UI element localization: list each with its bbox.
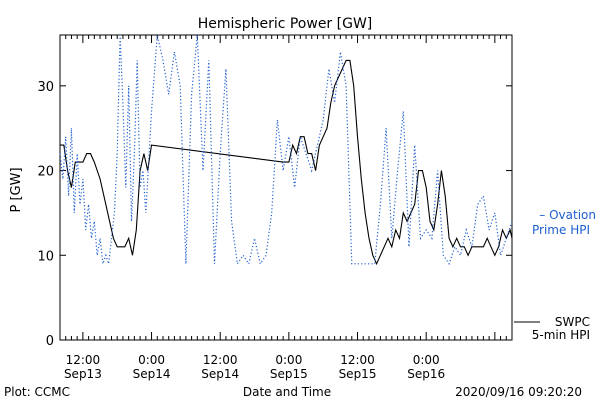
x-axis-label: Date and Time (243, 385, 331, 399)
y-tick-label: 30 (37, 80, 54, 95)
swpc-legend-line2: 5-min HPI (532, 328, 590, 342)
x-tick-date-label: Sep14 (201, 367, 239, 381)
x-tick-time-label: 0:00 (413, 353, 440, 367)
x-tick-date-label: Sep16 (407, 367, 445, 381)
ovation-legend-line2: Prime HPI (532, 223, 590, 237)
y-axis-label: P [GW] (9, 167, 24, 212)
chart-title: Hemispheric Power [GW] (198, 16, 373, 32)
footer-timestamp: 2020/09/16 09:20:20 (455, 385, 582, 399)
y-tick-label: 20 (37, 165, 54, 180)
swpc-hpi-line (60, 59, 513, 266)
x-tick-date-label: Sep14 (133, 367, 171, 381)
y-tick-label: 10 (37, 249, 54, 264)
y-tick-label: 0 (46, 334, 54, 349)
x-tick-time-label: 12:00 (340, 353, 375, 367)
swpc-legend-line1: SWPC (555, 315, 590, 329)
x-tick-time-label: 0:00 (275, 353, 302, 367)
x-tick-time-label: 12:00 (203, 353, 238, 367)
ovation-legend-line1: – Ovation (539, 208, 596, 222)
x-tick-time-label: 12:00 (66, 353, 101, 367)
footer-plot-credit: Plot: CCMC (4, 385, 70, 399)
x-tick-date-label: Sep15 (339, 367, 377, 381)
x-tick-date-label: Sep13 (64, 367, 102, 381)
x-tick-time-label: 0:00 (138, 353, 165, 367)
plot-area: 010203012:00Sep130:00Sep1412:00Sep140:00… (37, 34, 540, 381)
x-tick-date-label: Sep15 (270, 367, 308, 381)
ovation-hpi-line (59, 34, 513, 266)
plot-frame (59, 34, 513, 341)
